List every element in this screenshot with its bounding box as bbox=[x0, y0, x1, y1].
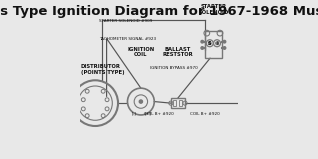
Circle shape bbox=[139, 100, 142, 103]
Bar bbox=[173, 100, 176, 106]
Text: STARTER SOLENOID #909: STARTER SOLENOID #909 bbox=[99, 19, 153, 23]
Text: TACHOMETER SIGNAL #923: TACHOMETER SIGNAL #923 bbox=[99, 37, 156, 41]
Text: BALLAST
RESTSTOR: BALLAST RESTSTOR bbox=[162, 47, 193, 57]
Circle shape bbox=[216, 42, 218, 45]
Text: Points Type Ignition Diagram for 1967-1968 Mustang: Points Type Ignition Diagram for 1967-19… bbox=[0, 5, 318, 18]
Circle shape bbox=[201, 47, 204, 49]
Text: IGNITION BYPASS #970: IGNITION BYPASS #970 bbox=[150, 66, 198, 70]
Text: [-]: [-] bbox=[131, 111, 136, 115]
Text: IGNITION
COIL: IGNITION COIL bbox=[127, 47, 155, 57]
Text: [+]: [+] bbox=[145, 111, 152, 115]
Bar bbox=[179, 100, 182, 106]
Text: STARTER
SOLENOID: STARTER SOLENOID bbox=[198, 4, 229, 15]
Text: S: S bbox=[208, 41, 211, 46]
Circle shape bbox=[223, 40, 226, 43]
Text: DISTRIBUTOR
(POINTS TYPE): DISTRIBUTOR (POINTS TYPE) bbox=[81, 64, 125, 75]
Bar bbox=[205, 31, 222, 58]
Bar bbox=[171, 98, 185, 108]
Circle shape bbox=[201, 40, 204, 43]
Text: I: I bbox=[216, 41, 218, 46]
Text: COIL B+ #920: COIL B+ #920 bbox=[190, 112, 220, 116]
Circle shape bbox=[209, 42, 211, 45]
Circle shape bbox=[223, 47, 226, 49]
Text: COIL B+ #920: COIL B+ #920 bbox=[144, 112, 174, 116]
